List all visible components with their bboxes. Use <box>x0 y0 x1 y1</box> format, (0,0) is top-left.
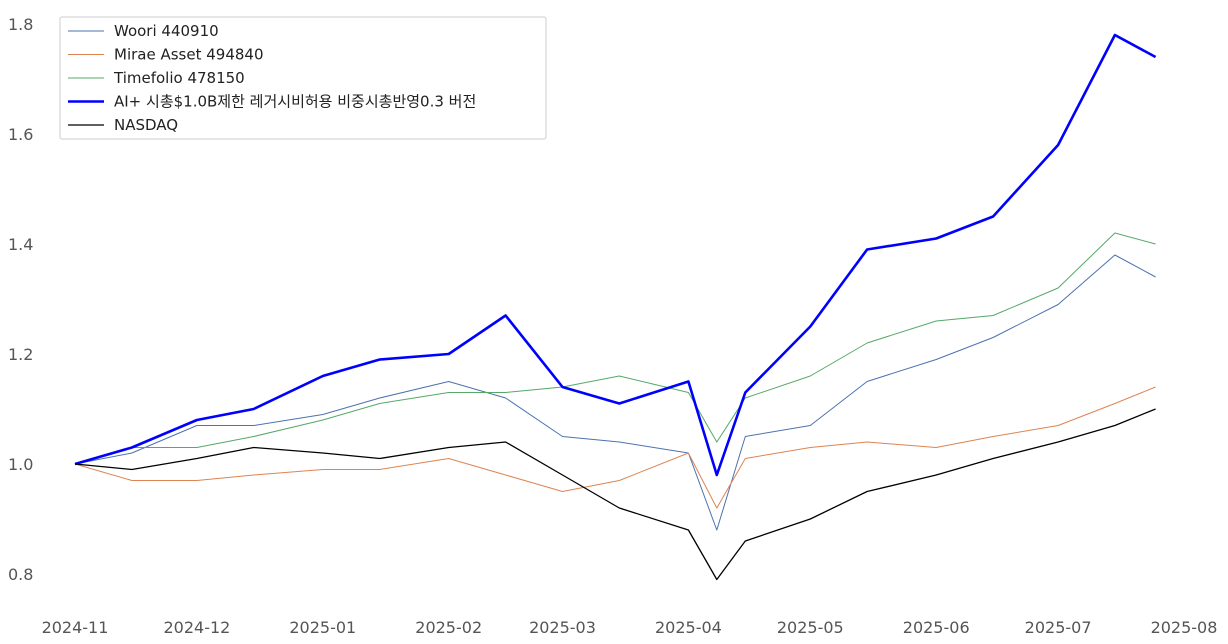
series-layer <box>74 33 1157 581</box>
legend-box <box>59 16 547 140</box>
x-tick-label: 2025-01 <box>289 618 356 637</box>
series-line-0 <box>74 254 1156 531</box>
y-tick-label: 1.4 <box>8 235 33 254</box>
legend-items: Woori 440910 Mirae Asset 494840 Timefolio … <box>68 22 476 134</box>
x-tick-label: 2025-04 <box>655 618 722 637</box>
legend-label-1: Mirae Asset 494840 <box>114 46 264 64</box>
x-tick-label: 2025-03 <box>529 618 596 637</box>
series-line-3 <box>74 33 1157 477</box>
legend-label-3: AI+ 시총$1.0B제한 레거시비허용 비중시총반영0.3 버전 <box>114 93 476 111</box>
series-line-1 <box>74 386 1156 509</box>
legend-label-2: Timefolio 478150 <box>113 69 245 87</box>
series-line-2 <box>74 232 1156 465</box>
y-tick-label: 0.8 <box>8 565 33 584</box>
legend: Woori 440910 Mirae Asset 494840 Timefolio … <box>59 16 547 140</box>
y-axis-ticks: 0.8 1.0 1.2 1.4 1.6 1.8 <box>8 15 33 584</box>
x-axis-ticks: 2024-11 2024-12 2025-01 2025-02 2025-03 2025-… <box>42 618 1218 637</box>
x-tick-label: 2024-12 <box>163 618 230 637</box>
y-tick-label: 1.0 <box>8 455 33 474</box>
x-tick-label: 2025-02 <box>415 618 482 637</box>
x-tick-label: 2025-05 <box>777 618 844 637</box>
legend-label-0: Woori 440910 <box>114 22 219 40</box>
legend-label-4: NASDAQ <box>114 116 178 134</box>
y-tick-label: 1.2 <box>8 345 33 364</box>
x-tick-label: 2024-11 <box>42 618 109 637</box>
x-tick-label: 2025-08 <box>1151 618 1218 637</box>
y-tick-label: 1.8 <box>8 15 33 34</box>
y-tick-label: 1.6 <box>8 125 33 144</box>
x-tick-label: 2025-06 <box>903 618 970 637</box>
series-line-4 <box>74 408 1156 581</box>
x-tick-label: 2025-07 <box>1025 618 1092 637</box>
